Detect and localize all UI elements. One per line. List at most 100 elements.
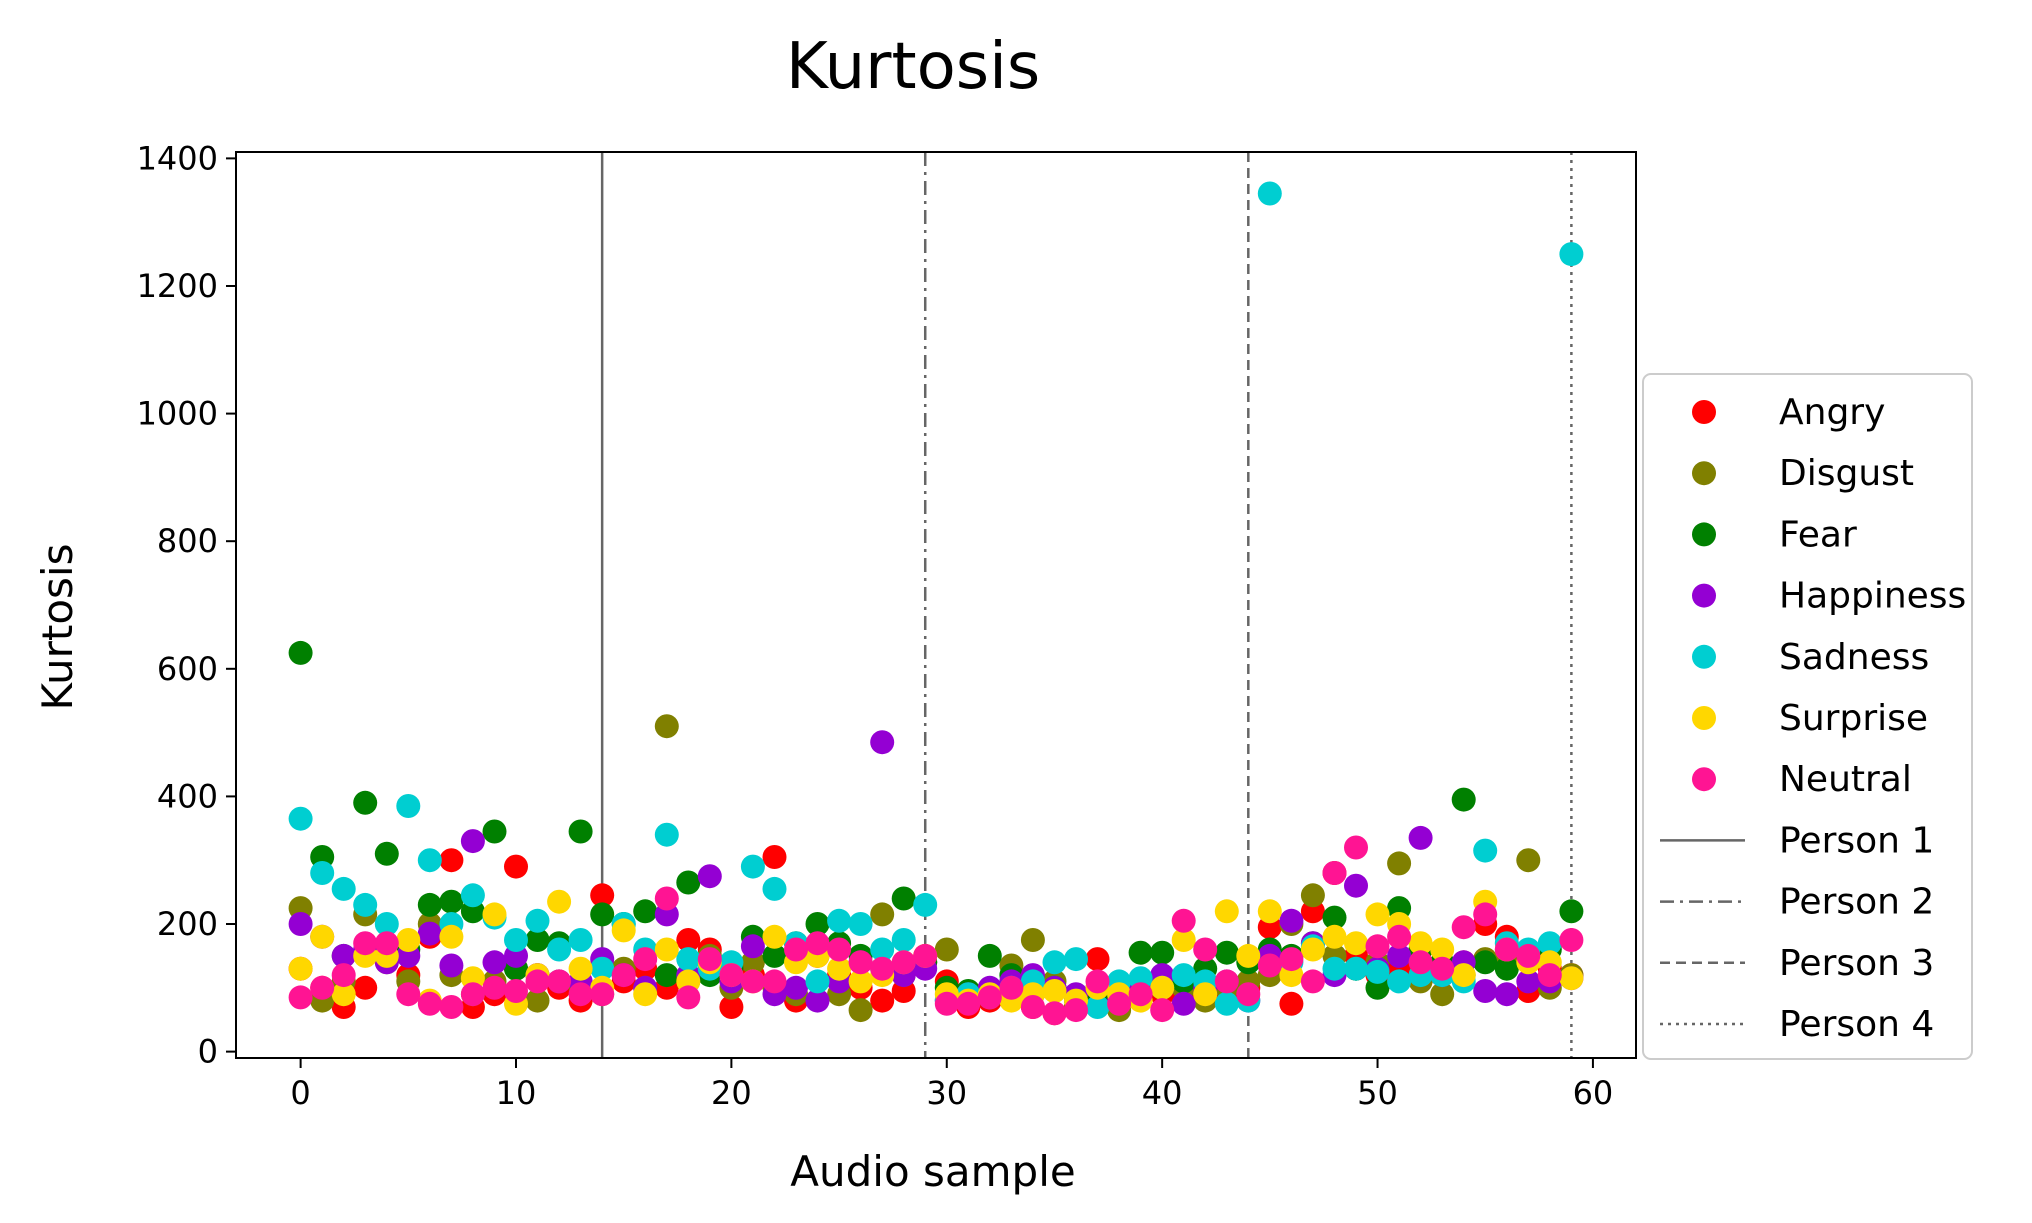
point-neutral (1236, 982, 1261, 1007)
point-fear (891, 886, 916, 911)
point-neutral (762, 969, 787, 994)
point-sadness (827, 908, 852, 933)
point-surprise (439, 924, 464, 949)
point-sadness (1085, 995, 1110, 1019)
point-sadness (547, 937, 572, 962)
legend: Angry Disgust Fear Happiness Sadness Surprise… (1642, 373, 1973, 1060)
x-tick-label: 20 (711, 1074, 752, 1112)
point-neutral (568, 982, 593, 1007)
point-neutral (870, 956, 895, 981)
point-neutral (525, 969, 550, 994)
point-happiness (805, 988, 830, 1013)
point-neutral (956, 991, 981, 1016)
point-fear (633, 899, 658, 924)
point-neutral (504, 979, 528, 1003)
point-angry (353, 975, 378, 1000)
y-tick-label: 200 (157, 905, 218, 943)
chart-title: Kurtosis (786, 30, 1040, 104)
legend-label-disgust: Disgust (1779, 453, 1914, 494)
y-axis-label: Kurtosis (33, 544, 82, 711)
point-neutral (310, 975, 335, 1000)
point-angry (1085, 947, 1110, 972)
plot-area (288, 152, 1584, 1058)
point-neutral (547, 969, 572, 994)
point-happiness (460, 829, 485, 854)
x-tick-label: 40 (1142, 1074, 1183, 1112)
point-fear (590, 902, 615, 927)
point-fear (654, 963, 679, 988)
point-fear (1214, 940, 1239, 965)
point-surprise (1408, 931, 1433, 956)
point-surprise (1430, 937, 1455, 962)
point-neutral (1322, 861, 1347, 885)
point-happiness (697, 864, 722, 889)
point-neutral (1408, 950, 1433, 975)
legend-box (1642, 373, 1973, 1060)
legend-label-sadness: Sadness (1779, 637, 1929, 678)
point-sadness (1559, 242, 1584, 267)
point-neutral (331, 963, 356, 988)
point-neutral (1451, 915, 1476, 940)
point-sadness (396, 794, 421, 818)
point-neutral (1516, 943, 1541, 968)
point-surprise (1322, 924, 1347, 949)
point-neutral (740, 969, 765, 994)
point-angry (870, 988, 895, 1013)
point-happiness (740, 934, 765, 959)
point-fear (1473, 950, 1498, 975)
point-sadness (1257, 181, 1282, 206)
point-sadness (525, 908, 550, 933)
point-sadness (417, 848, 442, 873)
point-happiness (482, 950, 507, 975)
point-neutral (977, 985, 1002, 1010)
x-tick-label: 50 (1357, 1074, 1398, 1112)
point-fear (1128, 940, 1153, 965)
point-happiness (1408, 825, 1433, 850)
point-sadness (805, 969, 830, 994)
point-fear (1451, 787, 1476, 812)
point-fear (525, 928, 550, 952)
point-fear (1559, 899, 1584, 924)
point-sadness (1387, 969, 1412, 994)
x-tick-label: 0 (290, 1074, 310, 1112)
point-neutral (1085, 969, 1110, 994)
point-happiness (784, 975, 808, 1000)
legend-marker-happiness (1692, 583, 1716, 608)
point-angry (719, 995, 744, 1019)
point-sadness (848, 912, 873, 936)
point-neutral (1559, 928, 1584, 952)
point-neutral (374, 931, 399, 956)
point-sadness (1473, 838, 1498, 863)
point-angry (762, 845, 787, 869)
point-neutral (1128, 982, 1153, 1007)
legend-marker-surprise (1692, 706, 1716, 730)
y-tick-label: 400 (157, 777, 218, 815)
point-neutral (719, 963, 744, 988)
point-neutral (460, 982, 485, 1007)
point-neutral (1494, 937, 1519, 962)
point-sadness (740, 854, 765, 879)
point-neutral (1279, 947, 1304, 972)
x-tick-label: 10 (496, 1074, 537, 1112)
point-happiness (1387, 943, 1412, 968)
point-neutral (417, 991, 442, 1016)
point-fear (676, 870, 701, 895)
legend-label-angry: Angry (1779, 392, 1885, 433)
point-surprise (1344, 931, 1368, 956)
plot-frame (235, 151, 1637, 1059)
point-neutral (1365, 934, 1390, 959)
point-neutral (676, 985, 701, 1010)
legend-label-fear: Fear (1779, 514, 1857, 555)
point-happiness (288, 912, 313, 936)
point-neutral (1171, 908, 1196, 933)
point-surprise (396, 928, 421, 952)
point-fear (762, 943, 787, 968)
point-sadness (590, 956, 615, 981)
point-neutral (482, 975, 507, 1000)
point-surprise (482, 902, 507, 927)
x-tick-label: 60 (1573, 1074, 1614, 1112)
point-disgust (525, 988, 550, 1013)
point-fear (977, 943, 1002, 968)
point-neutral (1300, 969, 1325, 994)
